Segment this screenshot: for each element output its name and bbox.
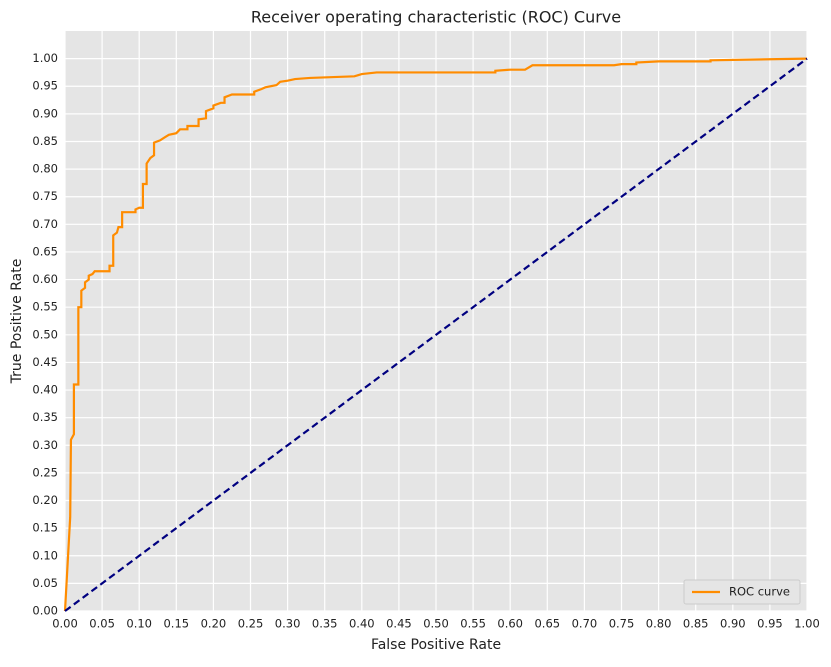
x-tick-label: 0.50 [423, 617, 449, 631]
grid [64, 31, 808, 612]
line [63, 57, 808, 612]
x-tick-label: 0.05 [89, 617, 115, 631]
y-tick-label: 0.00 [32, 604, 58, 618]
x-axis-label: False Positive Rate [371, 637, 501, 653]
y-tick-label: 0.25 [32, 465, 58, 479]
x-tick-label: 1.00 [794, 617, 820, 631]
x-tick-label: 0.90 [720, 617, 746, 631]
y-tick-label: 0.80 [32, 162, 58, 176]
y-tick-label: 0.20 [32, 493, 58, 507]
y-tick-label: 0.15 [32, 521, 58, 535]
y-tick-label: 0.90 [32, 106, 58, 120]
y-tick-label: 0.10 [32, 548, 58, 562]
x-tick-label: 0.15 [163, 617, 189, 631]
x-tick-label: 0.30 [275, 617, 301, 631]
y-tick-label: 0.05 [32, 576, 58, 590]
x-tick-label: 0.60 [497, 617, 523, 631]
line [64, 57, 808, 612]
x-tick-label: 0.80 [646, 617, 672, 631]
marks [63, 57, 808, 612]
x-tick-label: 0.95 [757, 617, 783, 631]
y-tick-label: 0.50 [32, 327, 58, 341]
y-tick-label: 0.75 [32, 189, 58, 203]
x-tick-label: 0.10 [126, 617, 152, 631]
y-tick-label: 0.95 [32, 79, 58, 93]
y-tick-label: 0.70 [32, 217, 58, 231]
x-tick-label: 0.45 [386, 617, 412, 631]
x-tick-label: 0.40 [349, 617, 375, 631]
y-tick-label: 1.00 [32, 51, 58, 65]
x-tick-label: 0.70 [572, 617, 598, 631]
x-tick-label: 0.85 [683, 617, 709, 631]
x-tick-label: 0.65 [534, 617, 560, 631]
y-tick-label: 0.55 [32, 300, 58, 314]
chart-title: Receiver operating characteristic (ROC) … [251, 8, 621, 27]
legend-box [683, 579, 801, 605]
y-tick-label: 0.30 [32, 438, 58, 452]
x-tick-label: 0.00 [52, 617, 78, 631]
x-tick-label: 0.75 [609, 617, 635, 631]
y-tick-label: 0.85 [32, 134, 58, 148]
y-tick-label: 0.40 [32, 383, 58, 397]
y-tick-label: 0.65 [32, 244, 58, 258]
x-tick-label: 0.20 [201, 617, 227, 631]
legend: ROC curve [683, 579, 801, 605]
y-tick-label: 0.60 [32, 272, 58, 286]
y-tick-label: 0.45 [32, 355, 58, 369]
y-axis-label: True Positive Rate [9, 259, 25, 385]
legend-label: ROC curve [729, 585, 790, 599]
x-tick-label: 0.25 [238, 617, 264, 631]
x-tick-label: 0.35 [312, 617, 338, 631]
y-tick-label: 0.35 [32, 410, 58, 424]
x-tick-label: 0.55 [460, 617, 486, 631]
